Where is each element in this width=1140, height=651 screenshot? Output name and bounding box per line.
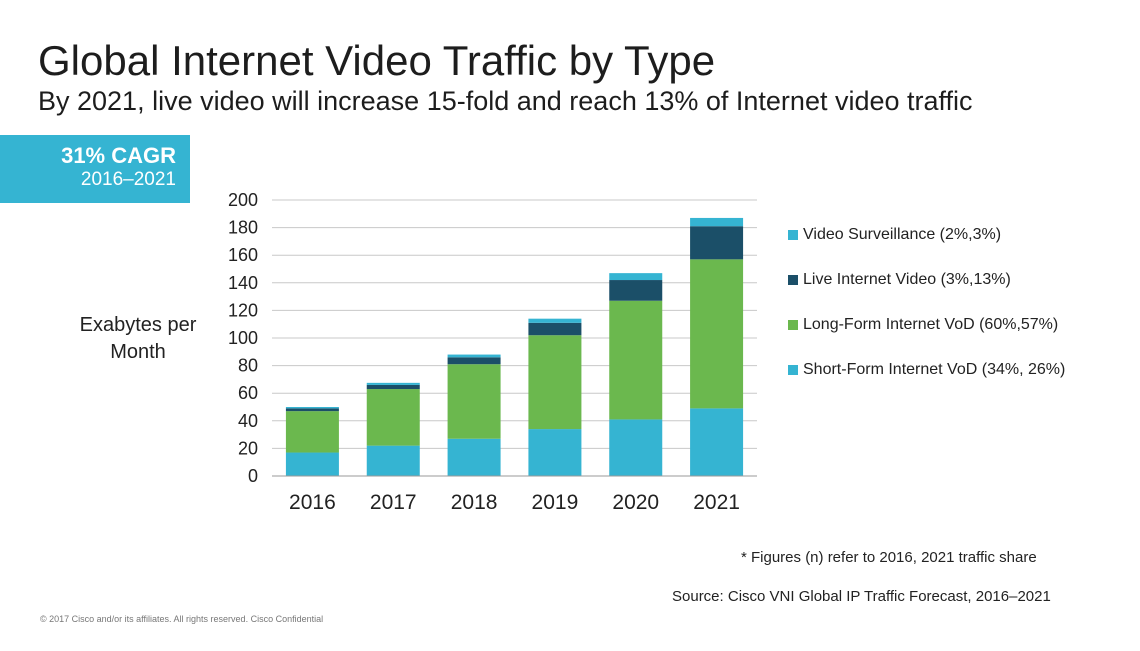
bar-segment-1 [447, 438, 501, 476]
y-tick-label: 160 [228, 245, 258, 265]
bar-segment-2 [528, 335, 582, 430]
x-tick-label: 2021 [693, 491, 740, 514]
source-note: Source: Cisco VNI Global IP Traffic Fore… [672, 588, 1051, 605]
bar-segment-4 [366, 382, 420, 385]
legend-swatch [788, 364, 798, 375]
legend-label: Long-Form Internet VoD (60%,57%) [803, 315, 1059, 333]
legend-item: Short-Form Internet VoD (34%, 26%) [788, 347, 1065, 392]
y-tick-label: 200 [228, 190, 258, 210]
bar-segment-3 [690, 226, 744, 260]
x-tick-label: 2020 [612, 491, 659, 514]
legend-swatch [788, 319, 798, 330]
page-title: Global Internet Video Traffic by Type [38, 37, 716, 84]
y-tick-label: 80 [238, 356, 258, 376]
y-tick-label: 140 [228, 273, 258, 293]
bar-segment-3 [528, 322, 582, 336]
legend-label: Short-Form Internet VoD (34%, 26%) [803, 360, 1066, 378]
chart-legend: Video Surveillance (2%,3%) Live Internet … [788, 212, 1065, 392]
cagr-value: 31% CAGR [61, 143, 176, 168]
y-tick-label: 0 [248, 466, 258, 486]
legend-item: Video Surveillance (2%,3%) [788, 212, 1065, 257]
bar-segment-2 [690, 259, 744, 409]
footnote: * Figures (n) refer to 2016, 2021 traffi… [741, 549, 1037, 566]
bar-segment-4 [528, 318, 582, 323]
x-tick-label: 2017 [370, 491, 417, 514]
bar-segment-1 [690, 408, 744, 476]
legend-swatch [788, 274, 798, 285]
legend-swatch [788, 229, 798, 240]
legend-label: Live Internet Video (3%,13%) [803, 270, 1011, 288]
bar-segment-2 [447, 364, 501, 439]
bar-segment-2 [609, 300, 663, 420]
y-tick-label: 60 [238, 383, 258, 403]
bar-segment-4 [447, 354, 501, 358]
copyright-notice: © 2017 Cisco and/or its affiliates. All … [40, 614, 324, 624]
bar-segment-4 [285, 407, 339, 409]
cagr-period: 2016–2021 [80, 169, 176, 191]
cagr-badge: 31% CAGR 2016–2021 [0, 135, 190, 203]
x-tick-label: 2016 [289, 491, 336, 514]
bar-segment-1 [285, 452, 339, 476]
x-tick-label: 2018 [451, 491, 498, 514]
page-subtitle: By 2021, live video will increase 15-fol… [38, 86, 973, 116]
legend-label: Video Surveillance (2%,3%) [803, 225, 1002, 243]
y-tick-label: 180 [228, 218, 258, 238]
bar-segment-1 [528, 429, 582, 476]
y-tick-label: 20 [238, 438, 258, 458]
bar-segment-3 [447, 357, 501, 365]
y-tick-label: 40 [238, 411, 258, 431]
y-axis-label: Exabytes per Month [79, 314, 197, 363]
y-tick-label: 100 [228, 328, 258, 348]
bar-segment-3 [609, 280, 663, 301]
bar-segment-3 [285, 408, 339, 412]
bar-segment-3 [366, 384, 420, 390]
bar-segment-1 [609, 419, 663, 476]
y-tick-label: 120 [228, 300, 258, 320]
x-tick-label: 2019 [532, 491, 579, 514]
bar-segment-1 [366, 445, 420, 476]
bar-segment-4 [609, 273, 663, 281]
bar-segment-2 [285, 411, 339, 453]
legend-item: Long-Form Internet VoD (60%,57%) [788, 302, 1065, 347]
bar-segment-4 [690, 217, 744, 227]
legend-item: Live Internet Video (3%,13%) [788, 257, 1065, 302]
bar-segment-2 [366, 389, 420, 446]
